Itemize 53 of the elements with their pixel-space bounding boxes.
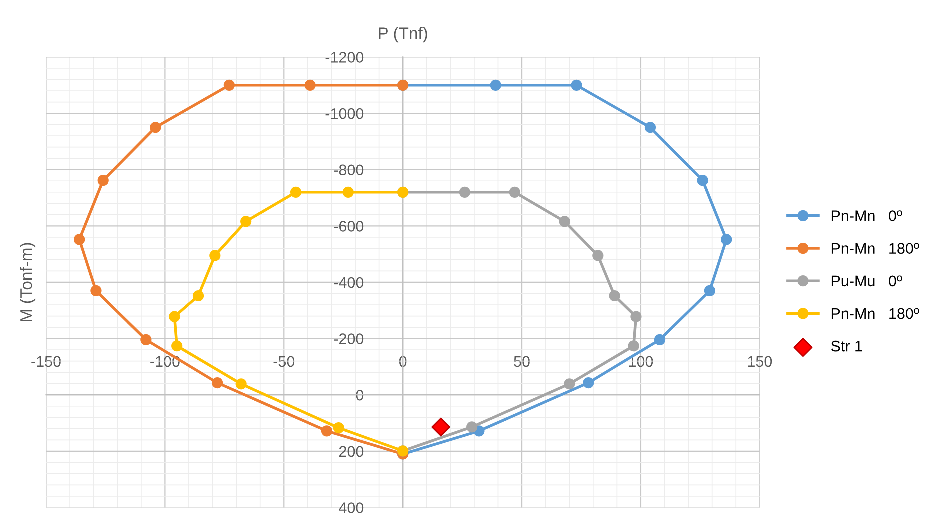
point: [721, 234, 732, 246]
point: [609, 290, 620, 302]
y-tick-label: -200: [334, 334, 364, 344]
point: [304, 80, 316, 91]
point: [236, 378, 247, 390]
x-axis-title: P (Tnf): [379, 27, 428, 43]
point: [74, 234, 86, 246]
y-tick-label: -1000: [326, 108, 364, 120]
point: [240, 216, 252, 228]
point: [432, 418, 451, 437]
point: [321, 426, 333, 437]
point: [654, 334, 666, 346]
point: [559, 216, 570, 228]
point: [644, 122, 656, 134]
point: [212, 377, 224, 389]
point: [192, 290, 204, 302]
x-tick-label: 150: [748, 356, 772, 368]
point: [592, 250, 604, 262]
point: [459, 186, 470, 198]
point: [628, 340, 640, 352]
point: [98, 175, 109, 186]
point: [342, 186, 354, 198]
legend-label: Pn-Mn 180º: [832, 243, 920, 254]
point: [172, 340, 183, 352]
point: [169, 311, 180, 322]
point: [490, 80, 502, 91]
point: [630, 311, 642, 322]
point: [509, 186, 520, 198]
point: [333, 422, 344, 434]
legend-label: Pn-Mn 180º: [832, 308, 920, 320]
y-tick-label: 400: [339, 502, 364, 514]
point: [697, 175, 708, 186]
legend-label: Pn-Mn 0º: [832, 210, 902, 222]
y-tick-label: -1200: [326, 52, 364, 63]
y-tick-label: -600: [334, 221, 364, 232]
legend-label: Pu-Mu 0º: [832, 276, 902, 287]
point: [290, 186, 302, 198]
point: [564, 378, 576, 390]
y-axis-title: M (Tonf-m): [20, 243, 36, 322]
point: [140, 334, 152, 346]
y-tick-label: -400: [334, 277, 364, 288]
y-tick-label: -800: [334, 164, 364, 176]
point: [224, 80, 235, 91]
point: [210, 250, 221, 262]
y-tick-label: 200: [339, 446, 364, 458]
point: [466, 422, 478, 433]
point: [150, 122, 162, 134]
point: [704, 285, 716, 296]
x-tick-label: -150: [32, 356, 61, 368]
point: [571, 80, 582, 91]
point: [583, 377, 594, 389]
point: [90, 285, 102, 296]
legend-label: Str 1: [831, 340, 862, 352]
